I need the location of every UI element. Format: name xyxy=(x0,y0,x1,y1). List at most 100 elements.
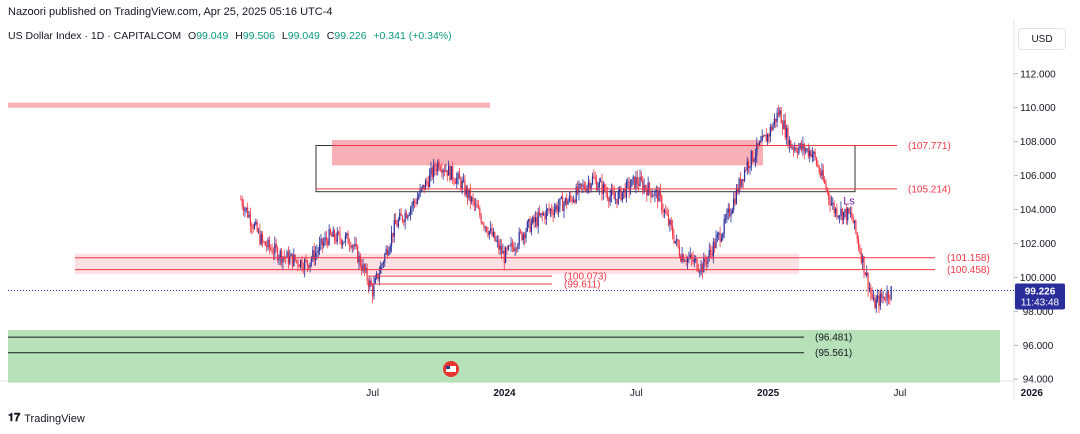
candle-body xyxy=(814,151,816,158)
candle-body xyxy=(807,148,809,156)
candle-body xyxy=(297,260,299,266)
candle-body xyxy=(538,212,541,216)
symbol-name[interactable]: US Dollar Index · 1D · CAPITALCOM xyxy=(8,30,182,42)
candle-body xyxy=(308,265,310,268)
candle-body xyxy=(362,264,364,271)
candle-body xyxy=(350,245,352,248)
currency-button[interactable]: USD xyxy=(1018,28,1066,50)
candle-body xyxy=(623,188,625,193)
candle-body xyxy=(408,214,410,216)
candle-body xyxy=(570,195,572,199)
candle-body xyxy=(437,162,439,171)
candle-body xyxy=(370,280,372,286)
candle-body xyxy=(400,213,402,216)
candle-body xyxy=(805,149,807,152)
candle-body xyxy=(407,215,409,219)
candle-body xyxy=(264,241,266,246)
candle-body xyxy=(853,220,856,224)
candle-body xyxy=(271,249,273,254)
candle-body xyxy=(241,199,243,206)
candle-body xyxy=(339,233,341,240)
candle-body xyxy=(450,166,452,180)
candle-body xyxy=(857,238,860,248)
candle-body xyxy=(739,178,742,187)
candle-body xyxy=(331,234,333,237)
candle-body xyxy=(551,209,553,213)
candle-body xyxy=(676,239,678,241)
candle-body xyxy=(563,203,565,211)
candle-body xyxy=(748,161,750,168)
candle-body xyxy=(290,253,292,257)
y-tick-label: 102.000 xyxy=(1020,239,1057,250)
candle-body xyxy=(559,198,561,207)
candle-body xyxy=(703,257,705,273)
candle-body xyxy=(876,295,879,300)
candle-body xyxy=(783,120,785,129)
candle-body xyxy=(543,213,545,215)
candle-body xyxy=(441,169,443,173)
candle-body xyxy=(507,245,509,250)
candle-body xyxy=(346,233,348,236)
y-tick-label: 98.000 xyxy=(1023,307,1054,318)
candle-body xyxy=(323,242,325,246)
candle-body xyxy=(733,198,735,210)
candle-body xyxy=(662,210,664,213)
x-tick-label: Jul xyxy=(894,388,907,399)
candle-body xyxy=(729,208,731,217)
candle-body xyxy=(393,220,395,237)
candle-body xyxy=(340,239,342,245)
current-price-tag[interactable] xyxy=(1015,283,1065,310)
candle-body xyxy=(764,135,766,137)
candle-body xyxy=(605,191,607,193)
candle-body xyxy=(537,212,539,227)
candle-body xyxy=(659,190,661,196)
candle-body xyxy=(724,218,727,220)
candle-body xyxy=(881,293,883,298)
tradingview-logo-icon: 𝟏𝟕 xyxy=(8,412,21,424)
candle-body xyxy=(396,224,398,227)
candle-body xyxy=(562,197,564,211)
candle-body xyxy=(403,220,405,222)
mid-pink-zone xyxy=(75,253,799,274)
candle-body xyxy=(529,219,531,233)
candle-body xyxy=(568,195,571,201)
candle-body xyxy=(251,225,253,227)
candle-body xyxy=(661,195,663,211)
candle-body xyxy=(760,140,762,143)
candle-body xyxy=(686,257,689,263)
candle-body xyxy=(863,256,865,273)
candle-body xyxy=(510,243,512,246)
candle-body xyxy=(301,260,303,269)
candle-body xyxy=(519,231,522,233)
candle-body xyxy=(359,255,361,266)
candle-body xyxy=(678,246,680,257)
candle-body xyxy=(348,243,351,246)
candle-body xyxy=(609,195,611,202)
candle-body xyxy=(855,220,857,233)
candle-body xyxy=(267,239,269,248)
candle-body xyxy=(707,256,709,264)
candle-body xyxy=(692,258,694,262)
y-axis: 94.000 96.000 98.000 100.000 102.000 104.000 1… xyxy=(1014,69,1065,386)
candle-body xyxy=(775,118,777,122)
candle-body xyxy=(585,188,587,192)
candle-body xyxy=(268,239,270,248)
candle-body xyxy=(593,176,595,179)
candle-body xyxy=(758,142,761,146)
candle-body xyxy=(803,144,805,152)
candle-body xyxy=(351,245,353,248)
candle-body xyxy=(373,283,375,297)
candle-body xyxy=(856,232,858,239)
candle-body xyxy=(772,124,774,131)
candle-body xyxy=(658,190,660,202)
ohlc-high-value: 99.506 xyxy=(242,30,275,42)
candle-body xyxy=(477,207,480,209)
candle-body xyxy=(414,200,416,203)
candle-body xyxy=(762,135,765,137)
candle-body xyxy=(521,231,523,240)
candle-body xyxy=(541,213,543,215)
candle-body xyxy=(817,164,819,167)
candle-body xyxy=(469,189,471,202)
candle-body xyxy=(553,209,556,215)
